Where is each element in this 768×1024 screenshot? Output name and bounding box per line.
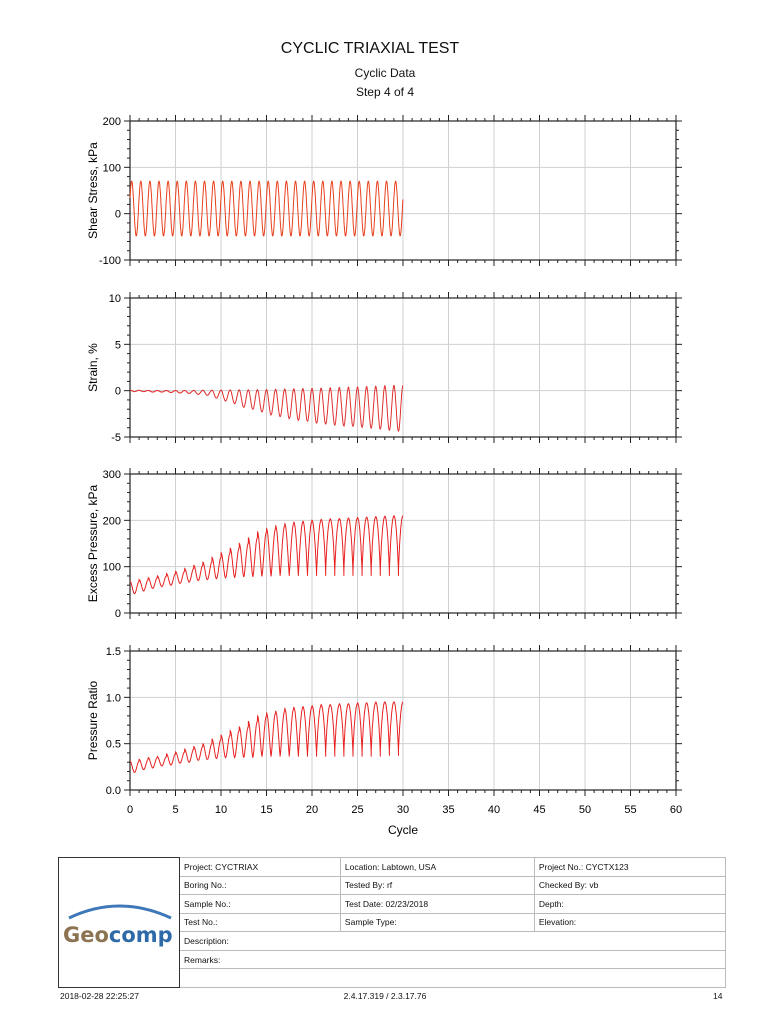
remarks-cell: Remarks: xyxy=(179,949,726,970)
project-no-cell: Project No.: CYCTX123 xyxy=(533,857,727,877)
y-tick-label: -100 xyxy=(99,255,121,267)
x-tick-label: 45 xyxy=(533,804,545,816)
x-tick-label: 15 xyxy=(260,804,272,816)
x-tick-label: 35 xyxy=(442,804,454,816)
data-series-line xyxy=(130,384,404,433)
chart-1: -100 0 100 200 Shear Stress, kPa xyxy=(86,115,682,267)
y-tick-label: 5 xyxy=(115,339,121,351)
y-tick-label: 200 xyxy=(103,116,121,128)
tested-by-cell: Tested By: rf xyxy=(339,875,535,896)
x-tick-label: 60 xyxy=(670,804,682,816)
y-axis-label: Strain, % xyxy=(86,343,100,392)
x-tick-label: 10 xyxy=(215,804,227,816)
chart-2: -5 0 5 10 Strain, % xyxy=(86,292,682,444)
y-tick-label: 0 xyxy=(115,209,121,221)
y-tick-label: 1.0 xyxy=(106,692,121,704)
report-title: CYCLIC TRIAXIAL TEST xyxy=(280,40,460,57)
plot-frame xyxy=(129,297,677,438)
geocomp-logo: Geocomp xyxy=(63,904,173,947)
footer-version: 2.4.17.319 / 2.3.17.76 xyxy=(343,991,427,1001)
checked-by-cell: Checked By: vb xyxy=(533,875,727,896)
x-tick-label: 30 xyxy=(397,804,409,816)
data-series-line xyxy=(129,180,404,237)
elevation-cell: Elevation: xyxy=(533,912,727,933)
x-tick-label: 50 xyxy=(579,804,591,816)
empty-cell xyxy=(179,968,726,988)
y-tick-label: 10 xyxy=(109,293,121,305)
y-tick-label: 100 xyxy=(103,162,121,174)
location-cell: Location: Labtown, USA xyxy=(339,857,535,877)
footer-timestamp: 2018-02-28 22:25:27 xyxy=(60,991,139,1001)
data-series-line xyxy=(129,701,404,773)
y-tick-label: 200 xyxy=(103,515,121,527)
test-no-cell: Test No.: xyxy=(179,912,341,933)
chart-4: 0.0 0.5 1.0 1.5 Pressure Ratio 0 5 10 15 20 25 30 35… xyxy=(86,645,682,837)
plot-frame xyxy=(129,650,677,791)
x-tick-label: 40 xyxy=(488,804,500,816)
x-tick-label: 20 xyxy=(306,804,318,816)
report-step: Step 4 of 4 xyxy=(355,85,415,99)
plot-frame xyxy=(129,473,677,614)
y-tick-label: 100 xyxy=(103,562,121,574)
description-cell: Description: xyxy=(179,931,726,951)
test-date-cell: Test Date: 02/23/2018 xyxy=(339,894,535,914)
sample-type-cell: Sample Type: xyxy=(339,912,535,933)
y-tick-label: 0 xyxy=(115,608,121,620)
sample-no-cell: Sample No.: xyxy=(179,894,341,914)
x-tick-label: 5 xyxy=(172,804,178,816)
y-axis-label: Pressure Ratio xyxy=(86,680,100,760)
y-tick-label: 1.5 xyxy=(106,646,121,658)
x-tick-label: 55 xyxy=(624,804,636,816)
y-tick-label: 0 xyxy=(115,386,121,398)
y-axis-label: Excess Pressure, kPa xyxy=(86,484,100,602)
y-tick-label: 0.5 xyxy=(106,739,121,751)
y-tick-label: 0.0 xyxy=(106,785,121,797)
footer-page: 14 xyxy=(713,991,723,1001)
svg-text:Geocomp: Geocomp xyxy=(63,923,173,947)
report-subtitle: Cyclic Data xyxy=(354,66,416,80)
x-tick-label: 25 xyxy=(351,804,363,816)
data-series-line xyxy=(129,515,404,594)
y-tick-label: -5 xyxy=(111,432,121,444)
logo-cell: Geocomp xyxy=(58,857,180,988)
project-cell: Project: CYCTRIAX xyxy=(179,857,341,877)
boring-no-cell: Boring No.: xyxy=(179,875,341,896)
y-tick-label: 300 xyxy=(103,469,121,481)
depth-cell: Depth: xyxy=(533,894,727,914)
x-axis-label: Cycle xyxy=(388,823,418,837)
info-table: Geocomp Project: CYCTRIAX Location: Labt… xyxy=(58,857,727,988)
y-axis-label: Shear Stress, kPa xyxy=(86,142,100,239)
x-tick-label: 0 xyxy=(127,804,133,816)
